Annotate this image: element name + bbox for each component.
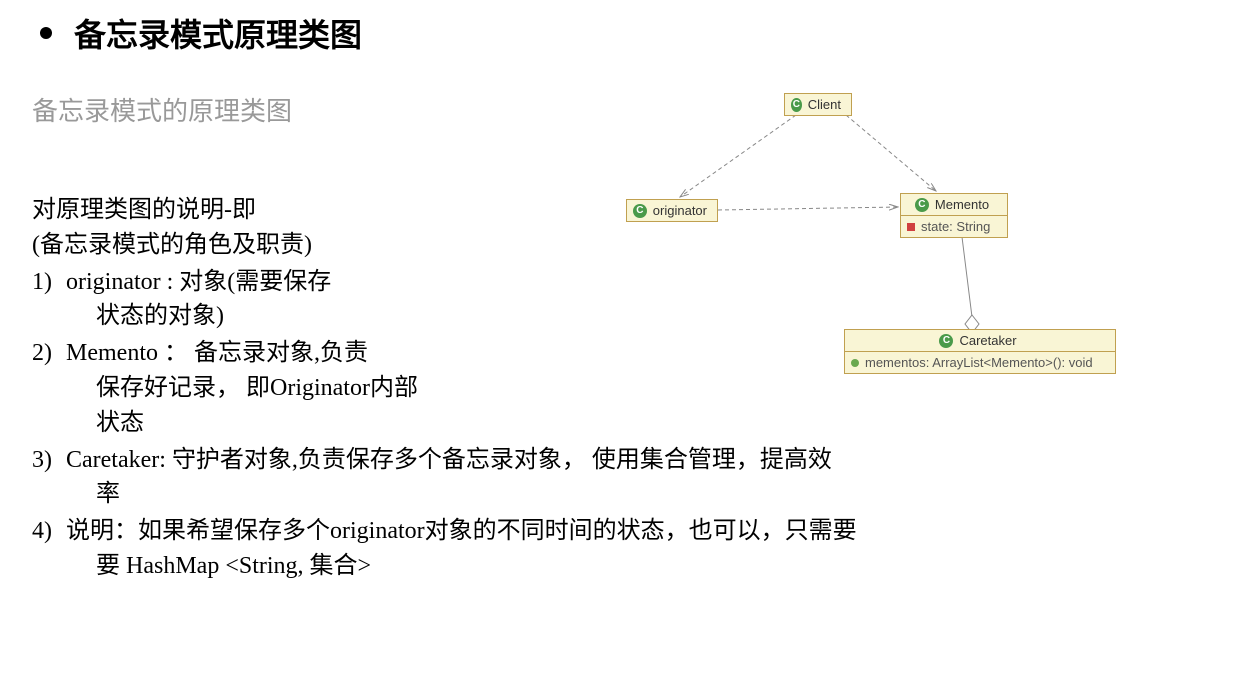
item-number: 3) — [32, 443, 66, 478]
item-text-indent: 率 — [32, 477, 1250, 512]
attribute-visibility-icon — [907, 223, 915, 231]
edge-client-memento — [846, 115, 936, 191]
item-number: 4) — [32, 514, 66, 549]
item-number: 1) — [32, 265, 66, 300]
class-name: Client — [808, 97, 841, 112]
class-name: Caretaker — [959, 333, 1016, 348]
edge-caretaker-memento — [962, 237, 972, 317]
class-name: Memento — [935, 197, 989, 212]
page-title: 备忘录模式原理类图 — [74, 10, 362, 56]
item-text-indent2: 状态 — [32, 406, 512, 441]
item-text: originator : 对象(需要保存 — [66, 269, 331, 295]
class-stereotype-icon: C — [939, 334, 953, 348]
uml-class-originator: C originator — [626, 199, 718, 222]
attribute-text: mementos: ArrayList<Memento>(): void — [865, 355, 1093, 370]
item-number: 2) — [32, 336, 66, 371]
explain-item-4: 4)说明：如果希望保存多个originator对象的不同时间的状态，也可以，只需… — [32, 514, 1250, 584]
explain-item-3: 3)Caretaker: 守护者对象,负责保存多个备忘录对象， 使用集合管理，提… — [32, 443, 1250, 513]
item-text-indent: 保存好记录， 即Originator内部 — [32, 371, 512, 406]
bullet-title: 备忘录模式原理类图 — [0, 0, 1250, 66]
class-stereotype-icon: C — [633, 204, 647, 218]
item-text-indent: 要 HashMap <String, 集合> — [32, 549, 1250, 584]
class-stereotype-icon: C — [915, 198, 929, 212]
attribute-text: state: String — [921, 219, 990, 234]
uml-class-caretaker: C Caretaker mementos: ArrayList<Memento>… — [844, 329, 1116, 374]
uml-class-client: C Client — [784, 93, 852, 116]
edge-client-originator — [680, 115, 796, 197]
uml-diagram: C Client C originator C Memento state: S… — [600, 85, 1220, 415]
item-text: Caretaker: 守护者对象,负责保存多个备忘录对象， 使用集合管理，提高效 — [66, 447, 832, 473]
attribute-visibility-icon — [851, 359, 859, 367]
item-text: Memento ： 备忘录对象,负责 — [66, 340, 368, 366]
item-text-indent: 状态的对象) — [32, 299, 512, 334]
bullet-icon — [40, 27, 52, 39]
item-text: 说明：如果希望保存多个originator对象的不同时间的状态，也可以，只需要 — [66, 518, 857, 544]
edge-originator-memento — [718, 207, 898, 210]
uml-class-memento: C Memento state: String — [900, 193, 1008, 238]
class-name: originator — [653, 203, 707, 218]
class-stereotype-icon: C — [791, 98, 802, 112]
